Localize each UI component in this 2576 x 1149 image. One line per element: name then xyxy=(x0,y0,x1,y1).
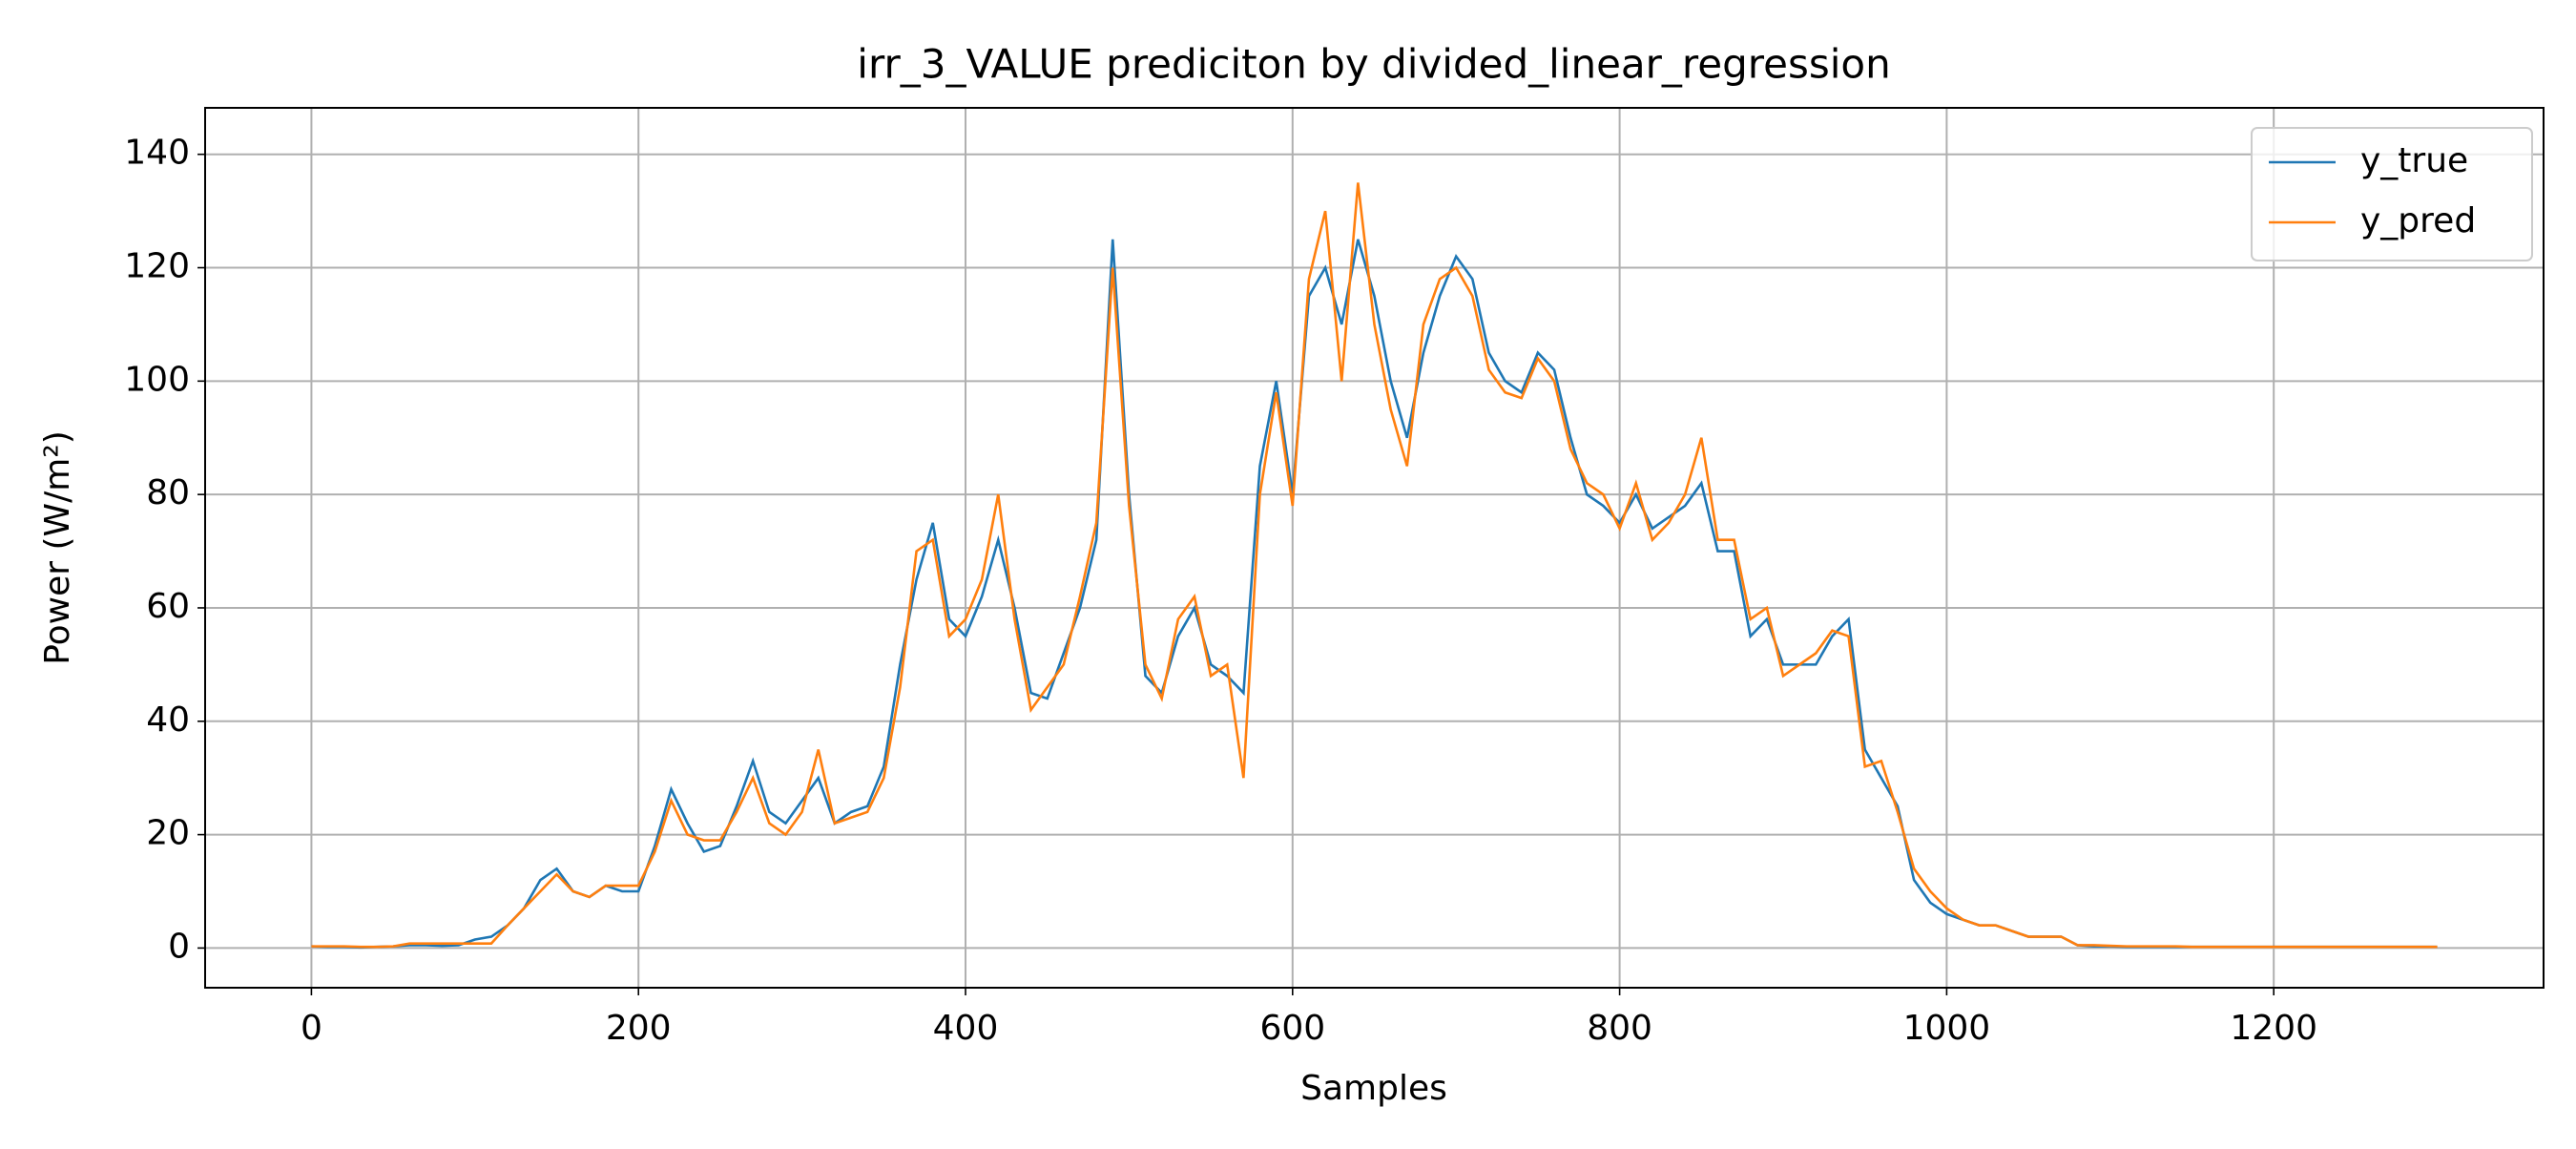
y-tick-label: 120 xyxy=(124,247,190,286)
y-tick-label: 80 xyxy=(146,473,190,512)
x-tick-label: 800 xyxy=(1587,1009,1652,1048)
chart-title: irr_3_VALUE prediciton by divided_linear… xyxy=(857,41,1890,88)
y-tick-label: 20 xyxy=(146,814,190,853)
legend-label: y_pred xyxy=(2360,201,2476,240)
legend-label: y_true xyxy=(2360,141,2468,180)
x-axis-label: Samples xyxy=(1300,1069,1447,1108)
x-tick-label: 600 xyxy=(1259,1009,1325,1048)
y-tick-label: 100 xyxy=(124,360,190,399)
data-line xyxy=(311,182,2438,949)
plot-frame xyxy=(204,107,2545,989)
x-tick-label: 400 xyxy=(933,1009,999,1048)
x-tick-label: 200 xyxy=(606,1009,672,1048)
y-tick-label: 40 xyxy=(146,700,190,740)
x-tick-label: 1000 xyxy=(1903,1009,1991,1048)
y-tick-label: 0 xyxy=(168,927,190,966)
y-axis-label: Power (W/m²) xyxy=(38,430,77,665)
x-tick-label: 0 xyxy=(301,1009,322,1048)
y-tick-label: 60 xyxy=(146,587,190,626)
y-tick-label: 140 xyxy=(124,134,190,173)
x-tick-label: 1200 xyxy=(2230,1009,2317,1048)
